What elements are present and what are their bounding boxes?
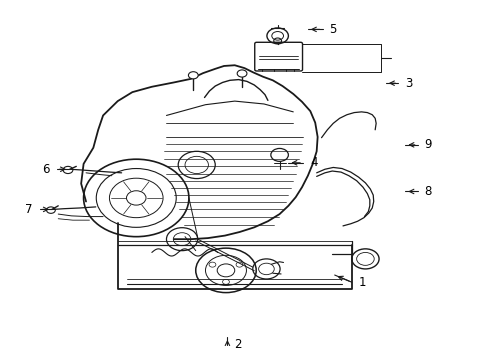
Text: 5: 5 bbox=[329, 23, 336, 36]
FancyBboxPatch shape bbox=[254, 42, 302, 71]
Text: 8: 8 bbox=[424, 185, 431, 198]
Text: 7: 7 bbox=[25, 203, 33, 216]
Text: 9: 9 bbox=[424, 138, 431, 151]
Text: 4: 4 bbox=[309, 156, 317, 169]
Text: 3: 3 bbox=[405, 77, 412, 90]
Circle shape bbox=[237, 70, 246, 77]
Text: 2: 2 bbox=[234, 338, 242, 351]
Text: 1: 1 bbox=[358, 276, 366, 289]
Text: 6: 6 bbox=[42, 163, 50, 176]
Circle shape bbox=[188, 72, 198, 79]
